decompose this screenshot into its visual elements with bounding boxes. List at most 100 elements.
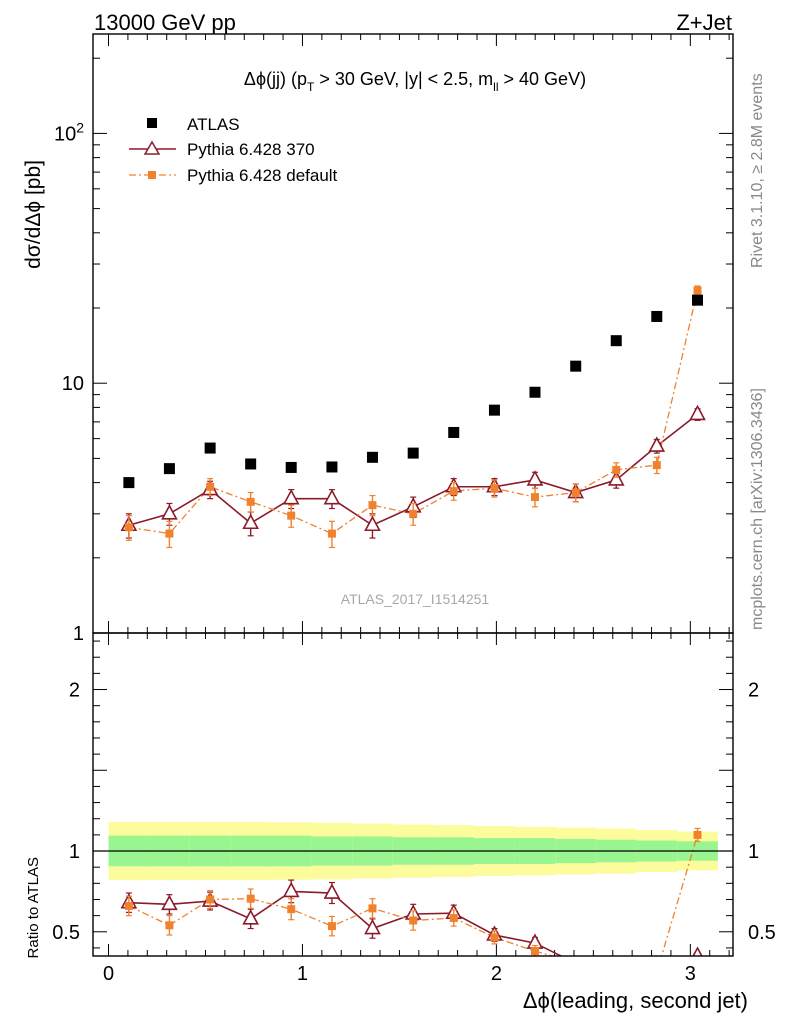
pythia-default-point (124, 523, 133, 532)
ratio-y-tick-label-right: 2 (748, 680, 759, 702)
legend-marker-atlas (147, 118, 157, 128)
title-part-a: Δϕ(jj) (p (244, 69, 307, 89)
title-sub-ll: ll (493, 80, 498, 94)
pythia-default-point (246, 497, 255, 506)
ratio-plot-frame (92, 632, 734, 957)
ratio-pythia-default-point (490, 933, 499, 942)
pythia-default-point (490, 484, 499, 493)
main-y-tick-label-exponent: 2 (76, 119, 84, 135)
ratio-data-layer (120, 827, 703, 956)
ratio-pythia-370-point (282, 881, 300, 898)
pythia-default-point (652, 461, 661, 470)
atlas-point (204, 442, 216, 454)
atlas-point (448, 426, 460, 438)
legend-entry-pythia-370: Pythia 6.428 370 (129, 140, 315, 159)
ratio-pythia-370-point (161, 894, 178, 911)
pythia-default-line (128, 290, 699, 535)
ratio-pythia-default-point (449, 914, 458, 923)
pythia-default-point (409, 509, 418, 518)
atlas-point (407, 447, 419, 459)
pythia-default-point (327, 529, 336, 538)
x-axis-label: Δϕ(leading, second jet) (523, 988, 748, 1013)
atlas-point (245, 458, 257, 470)
analysis-id-label: ATLAS_2017_I1514251 (341, 591, 490, 607)
title-sub-t: T (307, 80, 315, 94)
pythia-default-point (368, 501, 377, 510)
pythia-default-point (612, 465, 621, 474)
ratio-pythia-default-point (165, 921, 174, 930)
atlas-point (529, 386, 541, 398)
atlas-point (651, 310, 663, 322)
rivet-side-label: Rivet 3.1.10, ≥ 2.8M events (749, 73, 766, 268)
pythia-370-point (323, 488, 341, 505)
title-part-b: > 30 GeV, |y| < 2.5, m (314, 69, 493, 89)
main-data-layer (120, 285, 706, 549)
pythia-default-point (530, 493, 539, 502)
main-y-tick-label: 1 (73, 623, 84, 645)
legend-label-pythia-370: Pythia 6.428 370 (187, 140, 315, 159)
pythia-370-point (364, 515, 381, 532)
x-tick-label: 0 (103, 963, 114, 985)
ratio-y-tick-label-right: 1 (748, 841, 759, 863)
ratio-pythia-default-point (287, 905, 296, 914)
pythia-370-point (689, 404, 706, 421)
ratio-y-tick-label: 0.5 (52, 922, 80, 944)
ratio-series-group (120, 827, 703, 956)
ratio-pythia-default-point (124, 901, 133, 910)
atlas-point (610, 335, 622, 347)
pythia-default-point (693, 286, 702, 295)
pythia-370-point (242, 513, 260, 530)
mcplots-side-label: mcplots.cern.ch [arXiv:1306.3436] (749, 388, 766, 630)
title-part-c: > 40 GeV) (499, 69, 587, 89)
atlas-point (326, 461, 338, 473)
ratio-pythia-default-point (368, 904, 377, 913)
pythia-370-point (607, 470, 625, 486)
main-y-tick-label: 102 (54, 119, 84, 145)
ratio-y-tick-label-right: 0.5 (748, 922, 776, 944)
ratio-pythia-default-point (206, 895, 215, 904)
ratio-pythia-default-point (530, 947, 539, 956)
ratio-pythia-370-point (364, 918, 381, 935)
atlas-point (366, 451, 378, 463)
ratio-pythia-370-point (323, 883, 341, 899)
pythia-default-point (287, 511, 296, 520)
ratio-pythia-default-point (327, 922, 336, 931)
pythia-370-point (161, 504, 178, 520)
atlas-point (692, 294, 704, 306)
atlas-point (285, 461, 297, 473)
atlas-point (488, 404, 500, 416)
legend-marker-pythia-370 (143, 140, 161, 155)
pythia-default-point (206, 482, 215, 491)
x-tick-label: 3 (685, 963, 696, 985)
ratio-y-tick-label: 2 (69, 680, 80, 702)
pythia-default-point (165, 529, 174, 538)
atlas-point (123, 477, 135, 489)
main-y-axis-label: dσ/dΔϕ [pb] (22, 160, 45, 269)
ratio-pythia-default-point (246, 894, 255, 903)
pythia-default-point (571, 488, 580, 497)
main-plot-title: Δϕ(jj) (pT > 30 GeV, |y| < 2.5, mll > 40… (244, 69, 586, 94)
header-right: Z+Jet (676, 10, 732, 35)
x-tick-label: 2 (491, 963, 502, 985)
atlas-point (570, 360, 582, 372)
ratio-pythia-370-point (242, 909, 260, 925)
pythia-370-point (526, 470, 544, 486)
header-left: 13000 GeV pp (94, 10, 236, 35)
pythia-default-point (449, 487, 458, 496)
legend: ATLAS Pythia 6.428 370 Pythia 6.428 defa… (129, 115, 338, 185)
pythia-370-point (648, 436, 666, 452)
legend-entry-pythia-default: Pythia 6.428 default (129, 166, 338, 185)
legend-marker-pythia-default (148, 171, 156, 179)
ratio-y-tick-label: 1 (69, 841, 80, 863)
legend-label-atlas: ATLAS (187, 115, 240, 134)
axis-ticks: 0 1 2 3 1 10 102 0.5 0.5 1 1 2 2 (52, 34, 776, 985)
x-tick-label: 1 (297, 963, 308, 985)
ratio-pythia-370-point (692, 946, 703, 956)
ratio-pythia-default-point (409, 916, 418, 925)
ratio-pythia-default-point (693, 830, 702, 839)
main-y-tick-label: 10 (62, 373, 84, 395)
ratio-y-axis-label: Ratio to ATLAS (25, 857, 42, 958)
legend-entry-atlas: ATLAS (147, 115, 240, 134)
atlas-point (163, 463, 175, 475)
